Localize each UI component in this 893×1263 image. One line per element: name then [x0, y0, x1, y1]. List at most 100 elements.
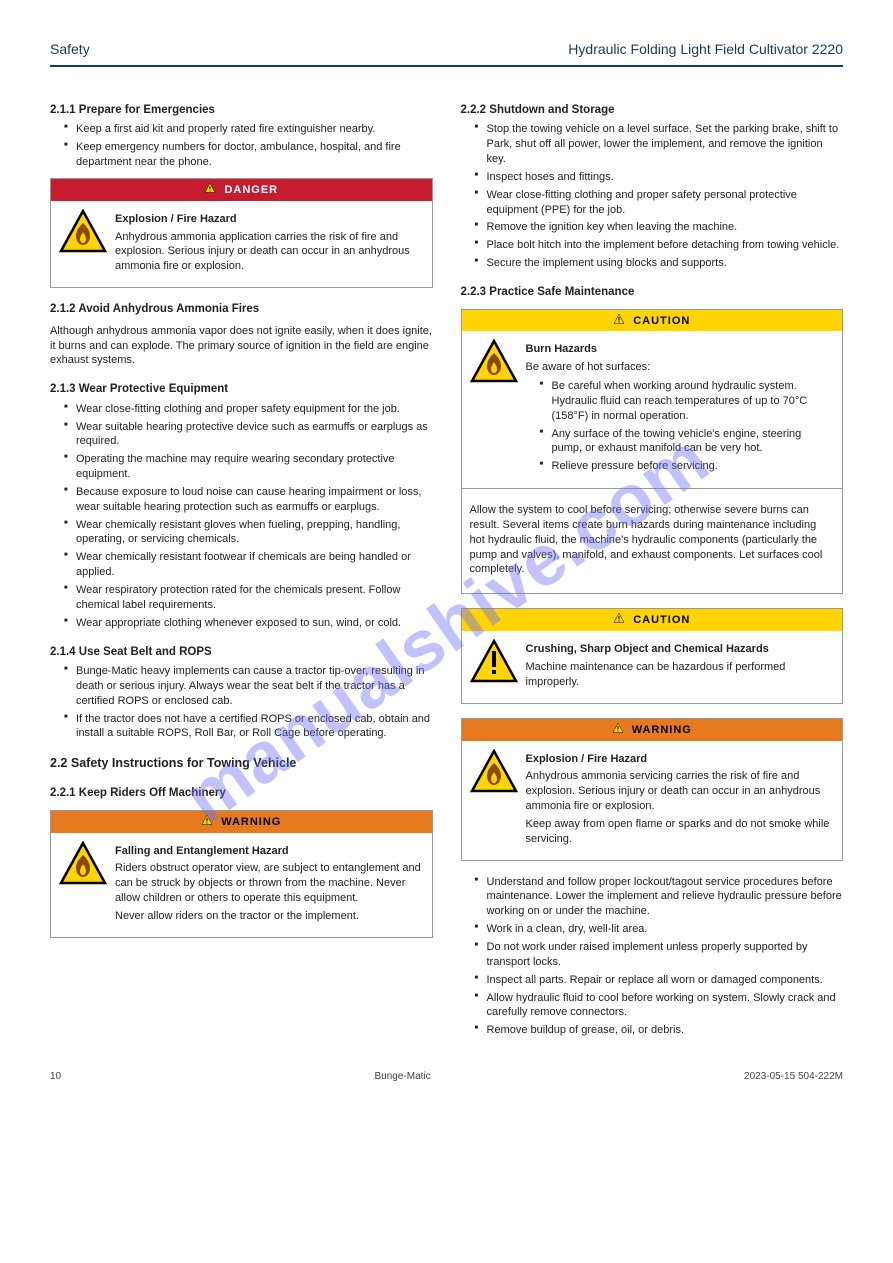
warning-box-riders: WARNING Falling and Entanglement Hazard … — [50, 810, 433, 938]
list-item: Wear close-fitting clothing and proper s… — [475, 188, 844, 218]
paragraph: Although anhydrous ammonia vapor does no… — [50, 324, 433, 369]
section-number: 2.1.1 — [50, 104, 76, 116]
fire-hazard-icon — [470, 749, 518, 850]
list-item: Operating the machine may require wearin… — [64, 452, 433, 482]
bullet-list: Keep a first aid kit and properly rated … — [64, 122, 433, 170]
bullet-list: Bunge-Matic heavy implements can cause a… — [64, 664, 433, 741]
caution-title: Burn Hazards — [526, 342, 835, 357]
caution-header: CAUTION — [462, 609, 843, 631]
bullet-list: Wear close-fitting clothing and proper s… — [64, 402, 433, 631]
section-title: Avoid Anhydrous Ammonia Fires — [78, 303, 259, 315]
list-item: Inspect hoses and fittings. — [475, 170, 844, 185]
list-item: Wear appropriate clothing whenever expos… — [64, 616, 433, 631]
page-footer: 10 Bunge-Matic 2023-05-15 504-222M — [50, 1070, 843, 1084]
footer-page-number: 10 — [50, 1070, 61, 1084]
list-item: Wear respiratory protection rated for th… — [64, 583, 433, 613]
section-title: Safety Instructions for Towing Vehicle — [71, 756, 297, 770]
caution-body: Crushing, Sharp Object and Chemical Haza… — [462, 631, 843, 703]
alert-triangle-icon — [201, 814, 213, 826]
warning-text: Riders obstruct operator view, are subje… — [115, 861, 424, 906]
warning-text: Anhydrous ammonia servicing carries the … — [526, 769, 835, 814]
warning-text: Keep away from open flame or sparks and … — [526, 817, 835, 847]
section-title: Practice Safe Maintenance — [489, 286, 634, 298]
two-column-layout: 2.1.1 Prepare for Emergencies Keep a fir… — [50, 89, 843, 1042]
caution-text: Machine maintenance can be hazardous if … — [526, 660, 835, 690]
danger-label: DANGER — [224, 184, 278, 196]
section-2-2-heading: 2.2 Safety Instructions for Towing Vehic… — [50, 755, 433, 772]
list-item: Remove buildup of grease, oil, or debris… — [475, 1023, 844, 1038]
warning-text: Never allow riders on the tractor or the… — [115, 909, 424, 924]
section-number: 2.2.3 — [461, 286, 487, 298]
list-item: Understand and follow proper lockout/tag… — [475, 875, 844, 920]
list-item: Keep a first aid kit and properly rated … — [64, 122, 433, 137]
caution-header: CAUTION — [462, 310, 843, 332]
section-2-2-1-heading: 2.2.1 Keep Riders Off Machinery — [50, 786, 433, 802]
section-title: Wear Protective Equipment — [79, 383, 228, 395]
footer-doc-id: 2023-05-15 504-222M — [744, 1070, 843, 1084]
danger-header: DANGER — [51, 179, 432, 201]
alert-triangle-icon — [612, 722, 624, 734]
section-2-1-4-heading: 2.1.4 Use Seat Belt and ROPS — [50, 645, 433, 661]
fire-hazard-icon — [59, 841, 107, 927]
danger-body: Explosion / Fire Hazard Anhydrous ammoni… — [51, 201, 432, 287]
general-hazard-icon — [470, 639, 518, 693]
right-column: 2.2.2 Shutdown and Storage Stop the towi… — [461, 89, 844, 1042]
list-item: Work in a clean, dry, well-lit area. — [475, 922, 844, 937]
caution-body-top: Burn Hazards Be aware of hot surfaces: B… — [462, 331, 843, 488]
fire-hazard-icon — [470, 339, 518, 478]
bullet-list: Be careful when working around hydraulic… — [540, 379, 835, 474]
fire-hazard-icon — [59, 209, 107, 277]
alert-triangle-icon — [204, 182, 216, 194]
list-item: Inspect all parts. Repair or replace all… — [475, 973, 844, 988]
warning-body: Falling and Entanglement Hazard Riders o… — [51, 833, 432, 937]
section-2-1-1-heading: 2.1.1 Prepare for Emergencies — [50, 103, 433, 119]
danger-text: Anhydrous ammonia application carries th… — [115, 230, 424, 275]
list-item: Wear close-fitting clothing and proper s… — [64, 402, 433, 417]
list-item: Stop the towing vehicle on a level surfa… — [475, 122, 844, 167]
section-title: Prepare for Emergencies — [79, 104, 215, 116]
list-item: Because exposure to loud noise can cause… — [64, 485, 433, 515]
header-right: Hydraulic Folding Light Field Cultivator… — [568, 40, 843, 59]
section-2-2-3-heading: 2.2.3 Practice Safe Maintenance — [461, 285, 844, 301]
footer-brand: Bunge-Matic — [375, 1070, 431, 1084]
header-left: Safety — [50, 40, 90, 59]
danger-box: DANGER Explosion / Fire Hazard Anhydrous… — [50, 178, 433, 288]
list-item: Remove the ignition key when leaving the… — [475, 220, 844, 235]
alert-triangle-icon — [613, 313, 625, 325]
section-number: 2.1.4 — [50, 646, 76, 658]
section-number: 2.2.2 — [461, 104, 487, 116]
caution-box-burn: CAUTION Burn Hazards Be aware of hot sur… — [461, 309, 844, 595]
list-item: Wear chemically resistant footwear if ch… — [64, 550, 433, 580]
warning-label: WARNING — [221, 816, 281, 828]
warning-title: Explosion / Fire Hazard — [526, 752, 835, 767]
section-title: Keep Riders Off Machinery — [79, 787, 226, 799]
warning-header: WARNING — [462, 719, 843, 741]
section-2-2-2-heading: 2.2.2 Shutdown and Storage — [461, 103, 844, 119]
section-number: 2.1.3 — [50, 383, 76, 395]
caution-text: Be aware of hot surfaces: — [526, 360, 835, 375]
list-item: Allow hydraulic fluid to cool before wor… — [475, 991, 844, 1021]
list-item: Keep emergency numbers for doctor, ambul… — [64, 140, 433, 170]
caution-text: Allow the system to cool before servicin… — [470, 503, 835, 577]
list-item: Wear suitable hearing protective device … — [64, 420, 433, 450]
warning-header: WARNING — [51, 811, 432, 833]
list-item: If the tractor does not have a certified… — [64, 712, 433, 742]
list-item: Relieve pressure before servicing. — [540, 459, 835, 474]
list-item: Do not work under raised implement unles… — [475, 940, 844, 970]
warning-box-explosion: WARNING Explosion / Fire Hazard Anhydrou… — [461, 718, 844, 861]
bullet-list: Stop the towing vehicle on a level surfa… — [475, 122, 844, 271]
caution-title: Crushing, Sharp Object and Chemical Haza… — [526, 642, 835, 657]
alert-triangle-icon — [613, 612, 625, 624]
section-2-1-3-heading: 2.1.3 Wear Protective Equipment — [50, 382, 433, 398]
header-rule — [50, 65, 843, 67]
warning-title: Falling and Entanglement Hazard — [115, 844, 424, 859]
caution-label: CAUTION — [633, 614, 690, 626]
list-item: Secure the implement using blocks and su… — [475, 256, 844, 271]
left-column: 2.1.1 Prepare for Emergencies Keep a fir… — [50, 89, 433, 1042]
list-item: Wear chemically resistant gloves when fu… — [64, 518, 433, 548]
section-number: 2.1.2 — [50, 303, 76, 315]
caution-label: CAUTION — [633, 315, 690, 327]
section-number: 2.2 — [50, 756, 67, 770]
list-item: Place bolt hitch into the implement befo… — [475, 238, 844, 253]
caution-body-bottom: Allow the system to cool before servicin… — [462, 489, 843, 593]
